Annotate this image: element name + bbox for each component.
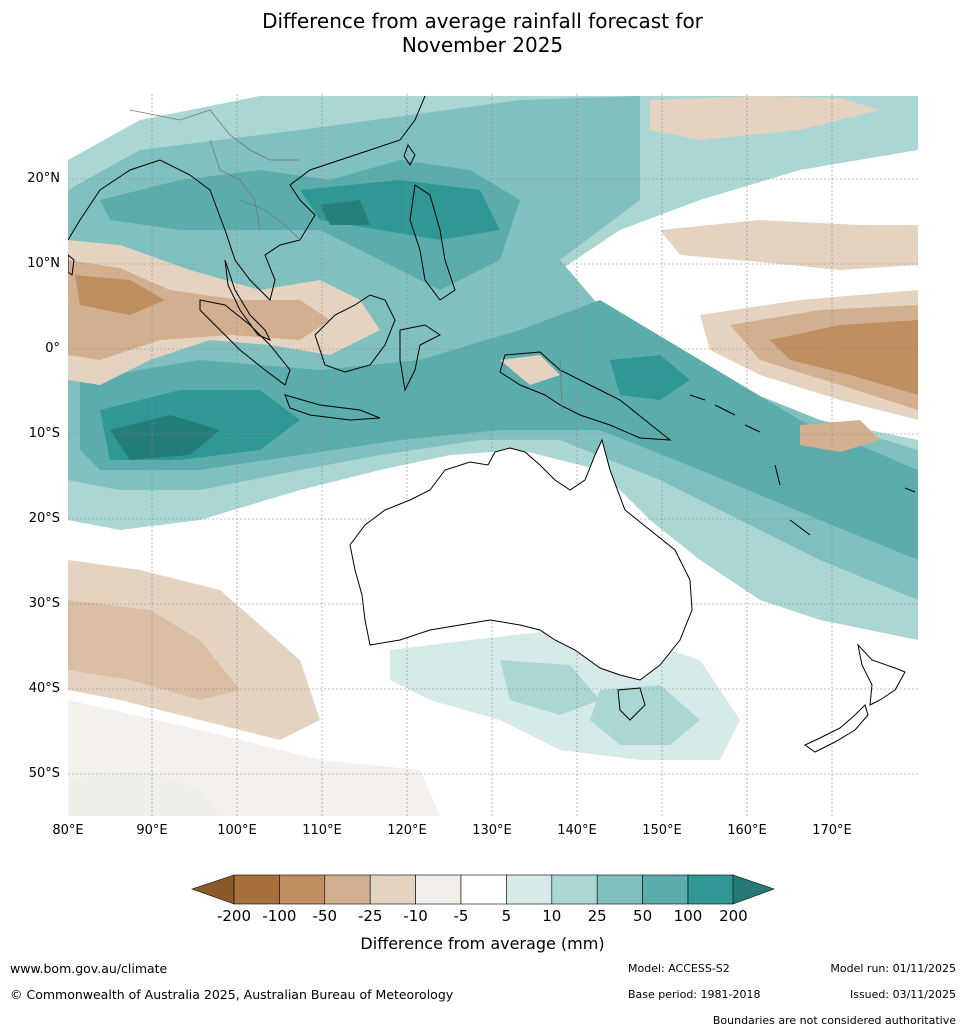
lon-label-80e: 80°E bbox=[52, 823, 84, 838]
java-coastline bbox=[284, 394, 381, 421]
colorbar-tick-label: -5 bbox=[453, 907, 469, 925]
map-title: Difference from average rainfall forecas… bbox=[0, 9, 965, 57]
lon-label-150e: 150°E bbox=[642, 823, 682, 838]
lat-label-30s: 30°S bbox=[28, 596, 60, 611]
taiwan-coastline bbox=[403, 143, 416, 166]
lat-label-10s: 10°S bbox=[28, 426, 60, 441]
lon-label-110e: 110°E bbox=[302, 823, 342, 838]
colorbar-over-triangle bbox=[732, 874, 775, 905]
new-zealand-south-island bbox=[804, 704, 869, 753]
colorbar-tick-label: 200 bbox=[719, 907, 748, 925]
australia-coastline bbox=[349, 438, 693, 681]
fiji bbox=[904, 487, 916, 493]
lat-label-40s: 40°S bbox=[28, 681, 60, 696]
colorbar-tick-label: 25 bbox=[587, 907, 607, 925]
rainfall-anomaly-map bbox=[68, 94, 918, 816]
colorbar-tick-label: -50 bbox=[312, 907, 338, 925]
sri-lanka-coastline bbox=[68, 254, 75, 276]
colorbar-tick-label: 50 bbox=[633, 907, 653, 925]
footer-issued: Issued: 03/11/2025 bbox=[849, 988, 956, 1001]
lat-label-0: 0° bbox=[45, 341, 60, 356]
lon-label-170e: 170°E bbox=[812, 823, 852, 838]
footer-disclaimer: Boundaries are not considered authoritat… bbox=[712, 1014, 956, 1027]
map-title-line1: Difference from average rainfall forecas… bbox=[262, 9, 703, 33]
malay-peninsula-coastline bbox=[224, 259, 272, 341]
colorbar-title: Difference from average (mm) bbox=[360, 934, 605, 953]
sumatra-coastline bbox=[199, 299, 291, 386]
lon-label-130e: 130°E bbox=[472, 823, 512, 838]
sulawesi-coastline bbox=[399, 324, 441, 392]
colorbar-box bbox=[642, 874, 689, 905]
colorbar-box bbox=[415, 874, 462, 905]
colorbar-tick-label: 10 bbox=[542, 907, 562, 925]
colorbar-box bbox=[369, 874, 416, 905]
new-caledonia bbox=[789, 519, 811, 536]
lon-label-140e: 140°E bbox=[557, 823, 597, 838]
vanuatu bbox=[774, 464, 781, 486]
lon-label-120e: 120°E bbox=[387, 823, 427, 838]
colorbar-box bbox=[233, 874, 280, 905]
footer-model: Model: ACCESS-S2 bbox=[628, 962, 730, 975]
country-borders bbox=[129, 109, 563, 411]
lon-label-90e: 90°E bbox=[136, 823, 168, 838]
philippines-coastline bbox=[409, 184, 456, 301]
colorbar-box bbox=[596, 874, 643, 905]
colorbar-tick-label: -25 bbox=[357, 907, 383, 925]
colorbar-box bbox=[506, 874, 553, 905]
lat-label-50s: 50°S bbox=[28, 766, 60, 781]
lat-label-10n: 10°N bbox=[27, 256, 60, 271]
colorbar-under-triangle bbox=[191, 874, 235, 905]
borneo-coastline bbox=[314, 294, 396, 373]
colorbar-box bbox=[279, 874, 326, 905]
colorbar-tick-label: -100 bbox=[262, 907, 297, 925]
new-guinea-coastline bbox=[499, 351, 672, 441]
tasmania-coastline bbox=[617, 687, 646, 721]
colorbar-tick-label: 100 bbox=[673, 907, 703, 925]
map-title-line2: November 2025 bbox=[401, 33, 564, 57]
coastlines bbox=[68, 95, 916, 753]
colorbar-box bbox=[687, 874, 734, 905]
colorbar-box bbox=[551, 874, 598, 905]
footer-base-period: Base period: 1981-2018 bbox=[628, 988, 761, 1001]
colorbar-tick-label: 5 bbox=[501, 907, 512, 925]
colorbar-box bbox=[324, 874, 371, 905]
lat-label-20n: 20°N bbox=[27, 171, 60, 186]
colorbar bbox=[191, 874, 775, 905]
colorbar-tick-label: -10 bbox=[403, 907, 428, 925]
colorbar-tick-label: -200 bbox=[216, 907, 252, 925]
footer-url[interactable]: www.bom.gov.au/climate bbox=[10, 961, 168, 976]
solomon-islands bbox=[689, 394, 761, 433]
lat-label-20s: 20°S bbox=[28, 511, 60, 526]
footer-copyright: © Commonwealth of Australia 2025, Austra… bbox=[10, 987, 454, 1002]
colorbar-boxes bbox=[233, 874, 734, 905]
lon-label-160e: 160°E bbox=[727, 823, 767, 838]
new-zealand-north-island bbox=[857, 643, 906, 706]
footer-model-run: Model run: 01/11/2025 bbox=[830, 962, 956, 975]
lon-label-100e: 100°E bbox=[217, 823, 257, 838]
colorbar-box bbox=[460, 874, 507, 905]
asia-coastline bbox=[68, 95, 426, 301]
